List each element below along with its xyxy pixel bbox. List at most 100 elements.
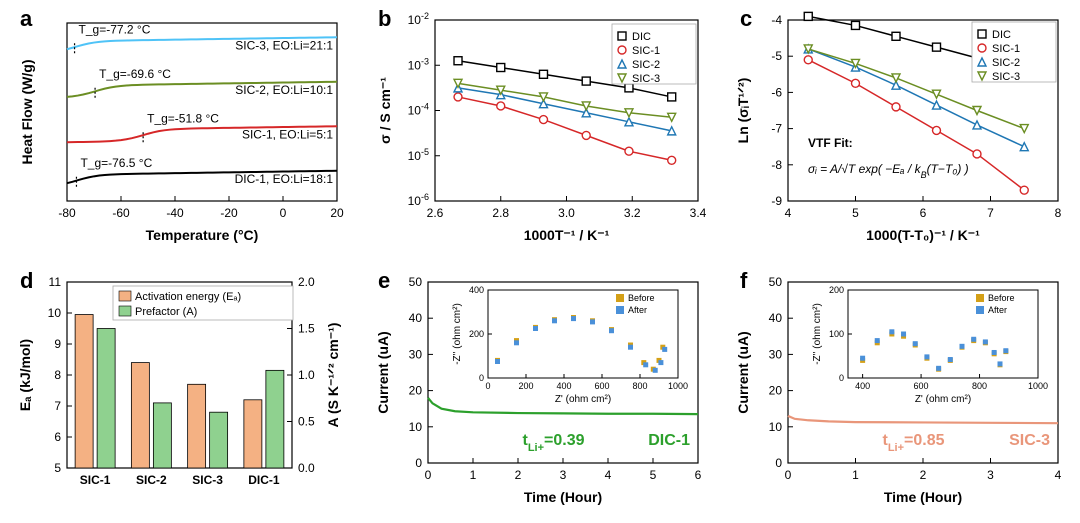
svg-text:tLi+=0.39: tLi+=0.39 (523, 432, 585, 454)
panel-f: 0123401020304050Time (Hour)Current (uA)t… (730, 270, 1070, 508)
svg-text:20: 20 (769, 384, 783, 398)
svg-text:1000: 1000 (668, 381, 688, 391)
svg-text:DIC: DIC (632, 31, 651, 43)
svg-text:40: 40 (769, 311, 783, 325)
svg-text:SIC-3: SIC-3 (992, 71, 1020, 83)
svg-text:VTF Fit:: VTF Fit: (808, 136, 853, 150)
svg-text:T_g=-69.6 °C: T_g=-69.6 °C (99, 67, 171, 81)
svg-text:5: 5 (54, 461, 61, 475)
svg-text:SIC-1: SIC-1 (992, 43, 1020, 55)
svg-text:-7: -7 (771, 122, 782, 136)
panel-c: 45678-9-8-7-6-5-41000(T-T₀)⁻¹ / K⁻¹Ln (σ… (730, 8, 1070, 246)
svg-text:3.2: 3.2 (624, 206, 641, 220)
svg-text:T_g=-76.5 °C: T_g=-76.5 °C (80, 156, 152, 170)
svg-text:σᵢ = A/√T exp( −Eₐ / kB(T−T₀): σᵢ = A/√T exp( −Eₐ / kB(T−T₀) ) (808, 162, 969, 180)
svg-text:T_g=-51.8 °C: T_g=-51.8 °C (147, 111, 219, 125)
svg-text:100: 100 (829, 329, 844, 339)
svg-text:Z' (ohm cm²): Z' (ohm cm²) (555, 394, 611, 405)
svg-text:20: 20 (409, 384, 423, 398)
svg-text:2.0: 2.0 (298, 275, 315, 289)
svg-text:400: 400 (855, 381, 870, 391)
svg-text:0.0: 0.0 (298, 461, 315, 475)
svg-text:1.0: 1.0 (298, 368, 315, 382)
svg-text:SIC-1: SIC-1 (632, 45, 660, 57)
svg-text:After: After (988, 305, 1007, 315)
svg-text:Temperature (°C): Temperature (°C) (146, 227, 259, 243)
svg-text:10: 10 (48, 306, 62, 320)
svg-text:0: 0 (425, 468, 432, 482)
svg-text:-Z'' (ohm cm²): -Z'' (ohm cm²) (452, 303, 463, 365)
svg-text:Heat Flow (W/g): Heat Flow (W/g) (19, 60, 35, 165)
svg-text:Time (Hour): Time (Hour) (524, 489, 602, 505)
svg-text:Z' (ohm cm²): Z' (ohm cm²) (915, 394, 971, 405)
svg-text:A (S K⁻¹ᐟ² cm⁻¹): A (S K⁻¹ᐟ² cm⁻¹) (325, 323, 341, 428)
svg-text:-20: -20 (220, 206, 238, 220)
svg-text:0: 0 (280, 206, 287, 220)
svg-text:1000: 1000 (1028, 381, 1048, 391)
svg-text:4: 4 (785, 206, 792, 220)
svg-text:3.0: 3.0 (558, 206, 575, 220)
svg-text:400: 400 (556, 381, 571, 391)
svg-text:-6: -6 (771, 85, 782, 99)
svg-text:800: 800 (632, 381, 647, 391)
svg-text:10-5: 10-5 (408, 147, 429, 163)
svg-text:7: 7 (987, 206, 994, 220)
svg-text:-80: -80 (58, 206, 76, 220)
svg-text:4: 4 (1055, 468, 1062, 482)
svg-text:σ / S cm⁻¹: σ / S cm⁻¹ (377, 77, 393, 144)
svg-text:-60: -60 (112, 206, 130, 220)
svg-text:Time (Hour): Time (Hour) (884, 489, 962, 505)
svg-text:SIC-2: SIC-2 (992, 57, 1020, 69)
svg-text:10: 10 (769, 420, 783, 434)
svg-text:30: 30 (769, 347, 783, 361)
svg-text:1.5: 1.5 (298, 322, 315, 336)
svg-text:Current (uA): Current (uA) (735, 331, 751, 413)
svg-text:50: 50 (769, 275, 783, 289)
svg-text:SIC-1, EO:Li=5:1: SIC-1, EO:Li=5:1 (242, 127, 333, 141)
svg-text:2: 2 (920, 468, 927, 482)
svg-text:-40: -40 (166, 206, 184, 220)
svg-text:10-4: 10-4 (408, 102, 429, 118)
svg-text:DIC-1, EO:Li=18:1: DIC-1, EO:Li=18:1 (235, 172, 334, 186)
svg-text:Prefactor (A): Prefactor (A) (135, 306, 197, 318)
svg-text:200: 200 (469, 329, 484, 339)
svg-text:-5: -5 (771, 49, 782, 63)
svg-text:10-3: 10-3 (408, 56, 429, 72)
svg-text:Ln (σᵢT¹ᐟ²): Ln (σᵢT¹ᐟ²) (735, 78, 751, 144)
panel-d: 5678910110.00.51.01.52.0Eₐ (kJ/mol)A (S … (12, 270, 352, 508)
svg-text:3.4: 3.4 (690, 206, 707, 220)
svg-text:200: 200 (829, 285, 844, 295)
svg-text:Activation energy (Eₐ): Activation energy (Eₐ) (135, 291, 241, 303)
svg-text:SIC-3: SIC-3 (1009, 432, 1050, 449)
svg-text:600: 600 (914, 381, 929, 391)
svg-text:-Z'' (ohm cm²): -Z'' (ohm cm²) (812, 303, 823, 365)
panel-b: 2.62.83.03.23.410-610-510-410-310-21000T… (370, 8, 710, 246)
svg-text:7: 7 (54, 399, 61, 413)
svg-text:40: 40 (409, 311, 423, 325)
svg-text:600: 600 (594, 381, 609, 391)
svg-text:tLi+=0.85: tLi+=0.85 (883, 432, 945, 454)
svg-text:Eₐ (kJ/mol): Eₐ (kJ/mol) (17, 339, 33, 411)
svg-text:400: 400 (469, 285, 484, 295)
svg-text:2.6: 2.6 (427, 206, 444, 220)
svg-text:0: 0 (785, 468, 792, 482)
svg-text:SIC-1: SIC-1 (80, 473, 111, 487)
svg-text:1: 1 (852, 468, 859, 482)
svg-text:200: 200 (518, 381, 533, 391)
panel-e: 012345601020304050Time (Hour)Current (uA… (370, 270, 710, 508)
svg-text:-9: -9 (771, 194, 782, 208)
svg-text:9: 9 (54, 337, 61, 351)
svg-text:20: 20 (330, 206, 344, 220)
svg-text:30: 30 (409, 347, 423, 361)
svg-text:2: 2 (515, 468, 522, 482)
svg-text:11: 11 (49, 275, 62, 289)
svg-text:8: 8 (1055, 206, 1062, 220)
svg-text:0: 0 (479, 373, 484, 383)
svg-text:SIC-2: SIC-2 (136, 473, 167, 487)
svg-text:1000T⁻¹ / K⁻¹: 1000T⁻¹ / K⁻¹ (524, 227, 610, 243)
svg-text:After: After (628, 305, 647, 315)
svg-text:6: 6 (920, 206, 927, 220)
svg-text:3: 3 (560, 468, 567, 482)
svg-text:0: 0 (485, 381, 490, 391)
svg-text:5: 5 (650, 468, 657, 482)
